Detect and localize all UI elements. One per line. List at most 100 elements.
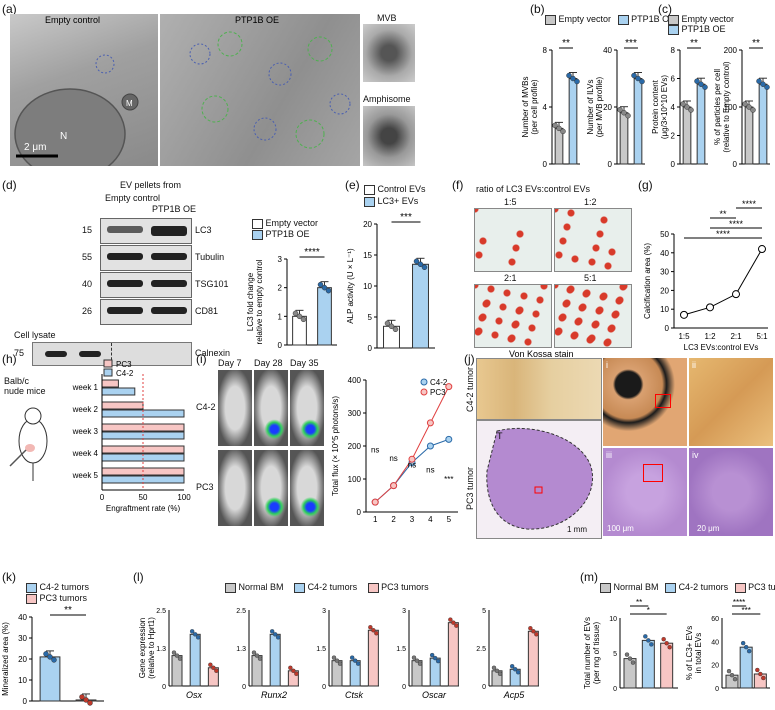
sig-label: ****: [729, 219, 744, 229]
data-point: [627, 656, 633, 661]
y-tick-label: 0: [715, 686, 719, 693]
bar: [527, 630, 539, 687]
j-scale-20: 20 μm: [697, 524, 720, 533]
y-tick-label: 3: [278, 255, 283, 264]
y-axis-label: % of LC3+ EVs: [685, 626, 694, 680]
sig-label: ns: [389, 454, 397, 463]
bar: [367, 629, 379, 687]
data-point: [414, 658, 420, 663]
x-tick-label: 0: [100, 493, 105, 502]
y-tick-label: 10: [18, 676, 27, 685]
blot-row-cd81: [100, 299, 192, 325]
x-tick-label: 2: [391, 515, 396, 524]
data-point: [254, 653, 260, 658]
data-point: [426, 442, 434, 450]
data-point: [698, 81, 704, 87]
data-point: [621, 109, 627, 116]
blot-marker-name: LC3: [195, 225, 212, 235]
data-point: [432, 655, 438, 661]
data-point: [732, 676, 738, 682]
rom-iii: iii: [606, 450, 612, 460]
week-label: week 3: [72, 427, 99, 436]
data-point: [635, 75, 641, 82]
sig-label: ns: [426, 465, 434, 474]
data-point: [760, 81, 766, 87]
x-tick-label: 5:1: [756, 332, 768, 341]
y-axis-label: (per MVB profile): [595, 76, 604, 137]
sig-label: ***: [741, 606, 750, 615]
data-point: [746, 104, 752, 110]
rom-iv: iv: [692, 450, 699, 460]
y-tick-label: 3: [402, 608, 406, 615]
em-image-amphisome: [363, 106, 415, 166]
data-point: [445, 383, 453, 391]
y-tick-label: 2: [671, 132, 676, 141]
y-axis-label: Protein content: [651, 79, 660, 134]
x-tick-label: 50: [139, 493, 148, 502]
bar-pc3: [101, 401, 144, 410]
data-point: [680, 310, 688, 319]
y-tick-label: 1.3: [156, 646, 166, 653]
sig-label: **: [64, 605, 72, 616]
chart-d: 0 1 2 3 **** LC3 fold change relative to empty…: [246, 247, 337, 350]
panel-label-l: (l): [133, 570, 144, 584]
y-tick-label: 2.5: [236, 608, 246, 615]
data-point: [451, 620, 456, 625]
d-legend-empty: Empty vector: [265, 218, 319, 228]
d-col1: Empty control: [105, 193, 161, 203]
y-tick-label: 1.3: [236, 646, 246, 653]
blot-band: [151, 253, 187, 260]
sig-label: ***: [625, 38, 637, 49]
ptp1b-oe-title: PTP1B OE: [235, 15, 280, 25]
data-point: [560, 128, 566, 135]
y-tick-label: 30: [660, 268, 669, 277]
y-tick-label: 200: [348, 442, 362, 451]
y-tick-label: 8: [671, 46, 676, 55]
data-point: [355, 661, 361, 666]
data-point: [411, 655, 417, 660]
y-tick-label: 20: [711, 663, 719, 670]
y-tick-label: 40: [603, 46, 612, 55]
panel-label-d: (d): [2, 178, 17, 192]
panel-label-i: (i): [196, 352, 207, 366]
chart-b1: 0 4 8 ** Number of MVBs (per cell profile): [521, 38, 580, 169]
b-legend-ptp1b: PTP1B OE: [631, 14, 676, 24]
y-tick-label: 0: [278, 341, 283, 350]
data-point: [649, 642, 654, 647]
m-legend-c42: C4-2 tumors: [678, 582, 729, 592]
legend-label: C4-2: [116, 369, 134, 378]
m-legend-pc3: PC3 tumors: [748, 582, 775, 592]
data-point: [174, 653, 180, 658]
d-header: EV pellets from: [120, 180, 182, 190]
data-point: [421, 264, 428, 271]
c42-tumor-label: C4-2 tumor: [465, 366, 475, 412]
j-title: Von Kossa stain: [509, 349, 574, 359]
panel-label-c: (c): [658, 2, 672, 16]
legend-marker: [420, 378, 428, 386]
cell-lysate-label: Cell lysate: [14, 330, 56, 340]
y-tick-label: 3: [322, 608, 326, 615]
data-point: [761, 675, 766, 681]
x-tick-label: 1: [373, 515, 378, 524]
week-label: week 5: [72, 471, 99, 480]
data-point: [392, 326, 399, 333]
bar: [744, 106, 754, 165]
legend-swatch: [103, 368, 113, 377]
y-axis-label: relative to empty control: [255, 259, 264, 344]
y-tick-label: 200: [724, 46, 738, 55]
c42-vonkossa-image: Von Kossa stain: [476, 349, 602, 420]
data-point: [390, 482, 398, 490]
y-tick-label: 40: [711, 639, 719, 646]
y-tick-label: 4: [671, 103, 676, 112]
y-tick-label: 0: [402, 684, 406, 691]
data-point: [512, 667, 518, 672]
data-point: [531, 629, 536, 634]
y-axis-label: Number of ILVs: [586, 80, 595, 135]
x-tick-label: 2:1: [730, 332, 742, 341]
sig-label: **: [719, 209, 727, 219]
bar: [619, 112, 629, 165]
data-point: [509, 664, 515, 669]
data-point: [384, 320, 391, 327]
